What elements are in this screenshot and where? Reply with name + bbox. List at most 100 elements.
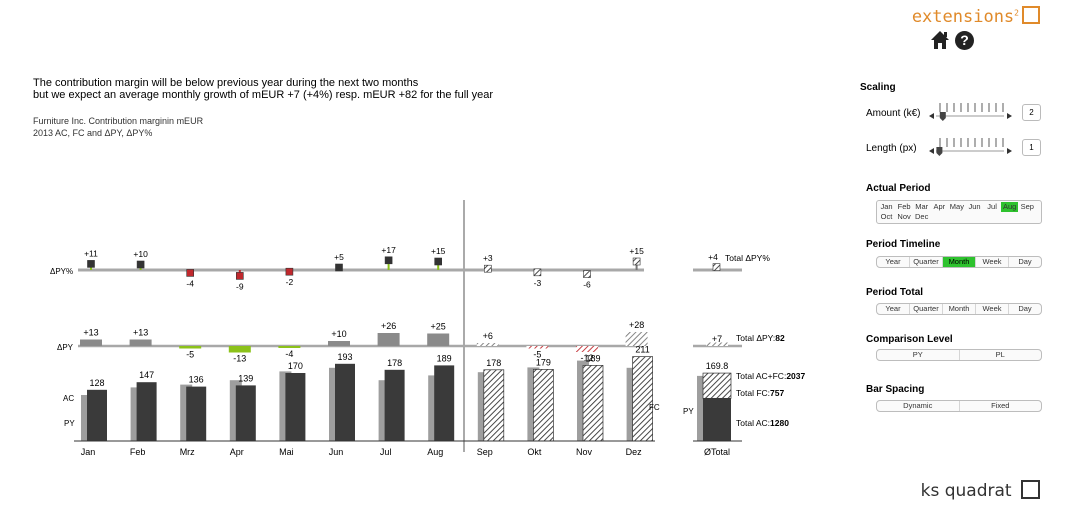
value-label: 147 [139, 370, 154, 380]
category-label: Okt [527, 447, 542, 457]
value-label: 193 [337, 352, 352, 362]
month-option[interactable]: Aug [1001, 202, 1019, 212]
spacing-option[interactable]: Fixed [991, 401, 1010, 410]
comparison-level-title: Comparison Level [866, 334, 953, 345]
brand-text: ks quadrat [920, 481, 1012, 501]
dpct-label: +3 [483, 253, 493, 263]
ac-bar [384, 369, 405, 441]
month-option[interactable]: Oct [880, 212, 893, 221]
total-ac-line-value: 1280 [770, 418, 789, 428]
dpct-label: -6 [583, 280, 591, 290]
dpy-label: -5 [186, 350, 194, 360]
period-total-option[interactable]: Week [976, 304, 1009, 314]
category-label: Aug [427, 447, 443, 457]
total-fc-line: Total FC:757 [736, 388, 784, 398]
amount-slider[interactable] [926, 100, 1016, 124]
dpct-pin-head [136, 260, 145, 269]
period-total-option[interactable]: Month [943, 304, 976, 314]
dpct-label: +17 [381, 245, 396, 255]
ac-bar [186, 386, 207, 441]
dpct-label: +15 [431, 246, 446, 256]
value-label: 189 [585, 353, 600, 363]
total-dpy-title: Total ΔPY:82 [736, 333, 785, 343]
total-value-label: 169.8 [706, 361, 729, 371]
timeline-option[interactable]: Day [1018, 257, 1032, 266]
contribution-margin-chart: ΔPY% ΔPY AC PY +11 +10 -4 -9 -2 +5 +17 +15 +3 -3 -6 +15… [50, 200, 805, 457]
home-icon[interactable] [930, 30, 950, 50]
dpct-label: -3 [534, 278, 542, 288]
dpct-pin-head [236, 272, 244, 280]
dpy-label: +25 [431, 322, 446, 332]
total-dpy-label: +7 [712, 334, 722, 344]
value-label: 178 [486, 358, 501, 368]
month-option[interactable]: Jul [987, 202, 997, 211]
period-total-option[interactable]: Day [1018, 304, 1032, 313]
period-total-option[interactable]: Year [877, 304, 910, 314]
fc-marker-label: FC [649, 403, 660, 412]
comparison-option[interactable]: PY [877, 350, 960, 360]
value-label: 189 [437, 353, 452, 363]
period-timeline-selector[interactable]: Year Quarter Month Week Day [876, 256, 1042, 268]
period-total-option[interactable]: Quarter [910, 304, 943, 314]
spacing-option[interactable]: Dynamic [877, 401, 960, 411]
total-py-bar [697, 375, 707, 441]
dpct-label: +11 [84, 248, 98, 258]
month-option[interactable]: Nov [897, 212, 911, 221]
month-selector[interactable]: Jan Feb Mar Apr May Jun Jul Aug Sep Oct Nov Dec [876, 200, 1042, 224]
total-category-label: ØTotal [704, 447, 730, 457]
dpy-label: +6 [483, 331, 493, 341]
month-option[interactable]: Jan [880, 202, 893, 211]
timeline-option[interactable]: Year [877, 257, 910, 267]
subtitle-line-1: Furniture Inc. Contribution marginin mEU… [33, 116, 204, 126]
category-label: Mrz [180, 447, 195, 457]
length-value-box[interactable]: 1 [1022, 139, 1041, 156]
dpy-label: -4 [285, 349, 293, 359]
timeline-option[interactable]: Week [976, 257, 1009, 267]
timeline-option[interactable]: Quarter [910, 257, 943, 267]
fc-bar [533, 369, 554, 442]
timeline-option[interactable]: Month [943, 257, 976, 267]
category-label: Jun [329, 447, 344, 457]
comparison-level-selector[interactable]: PY PL [876, 349, 1042, 361]
month-option[interactable]: Jun [968, 202, 981, 211]
period-timeline-title: Period Timeline [866, 239, 941, 250]
logo-text: extensions [911, 7, 1015, 27]
comparison-option[interactable]: PL [995, 350, 1005, 359]
dpy-bar [80, 339, 102, 346]
total-dpct-label: +4 [708, 252, 718, 262]
dpct-label: -9 [236, 281, 244, 291]
ks-quadrat-logo: ks quadrat [921, 480, 1040, 501]
ac-bar [235, 385, 256, 441]
dpy-bar [278, 346, 301, 348]
extensions-logo: extensions2 [912, 6, 1040, 27]
month-option[interactable]: Dec [915, 212, 929, 221]
dpct-pin-head [434, 257, 443, 266]
dpct-label: -2 [286, 277, 294, 287]
amount-slider-right-arrow [1007, 113, 1012, 119]
dpy-bar [179, 346, 202, 349]
subtitle-line-2: 2013 AC, FC and ΔPY, ΔPY% [33, 128, 153, 138]
amount-value-box[interactable]: 2 [1022, 104, 1041, 121]
dpy-label: +28 [629, 320, 644, 330]
month-option[interactable]: Sep [1020, 202, 1034, 211]
fc-bar [632, 356, 653, 442]
bar-spacing-selector[interactable]: Dynamic Fixed [876, 400, 1042, 412]
dpct-pin-head [186, 269, 194, 277]
dpct-row-label: ΔPY% [50, 267, 73, 276]
month-option[interactable]: May [949, 202, 964, 211]
bar-spacing-title: Bar Spacing [866, 384, 925, 395]
month-option[interactable]: Apr [933, 202, 946, 211]
month-option[interactable]: Feb [897, 202, 911, 211]
category-label: Apr [230, 447, 244, 457]
month-option[interactable]: Mar [915, 202, 929, 211]
dpct-pin-head [87, 260, 95, 268]
value-label: 128 [89, 378, 104, 388]
help-icon[interactable]: ? [955, 31, 974, 50]
category-label: Sep [477, 447, 493, 457]
length-slider[interactable] [926, 135, 1016, 159]
period-total-selector[interactable]: Year Quarter Month Week Day [876, 303, 1042, 315]
amount-label: Amount (k€) [866, 108, 921, 119]
total-dpy-bar [706, 342, 728, 346]
dpct-pin [635, 261, 638, 270]
ac-bar [285, 373, 306, 441]
